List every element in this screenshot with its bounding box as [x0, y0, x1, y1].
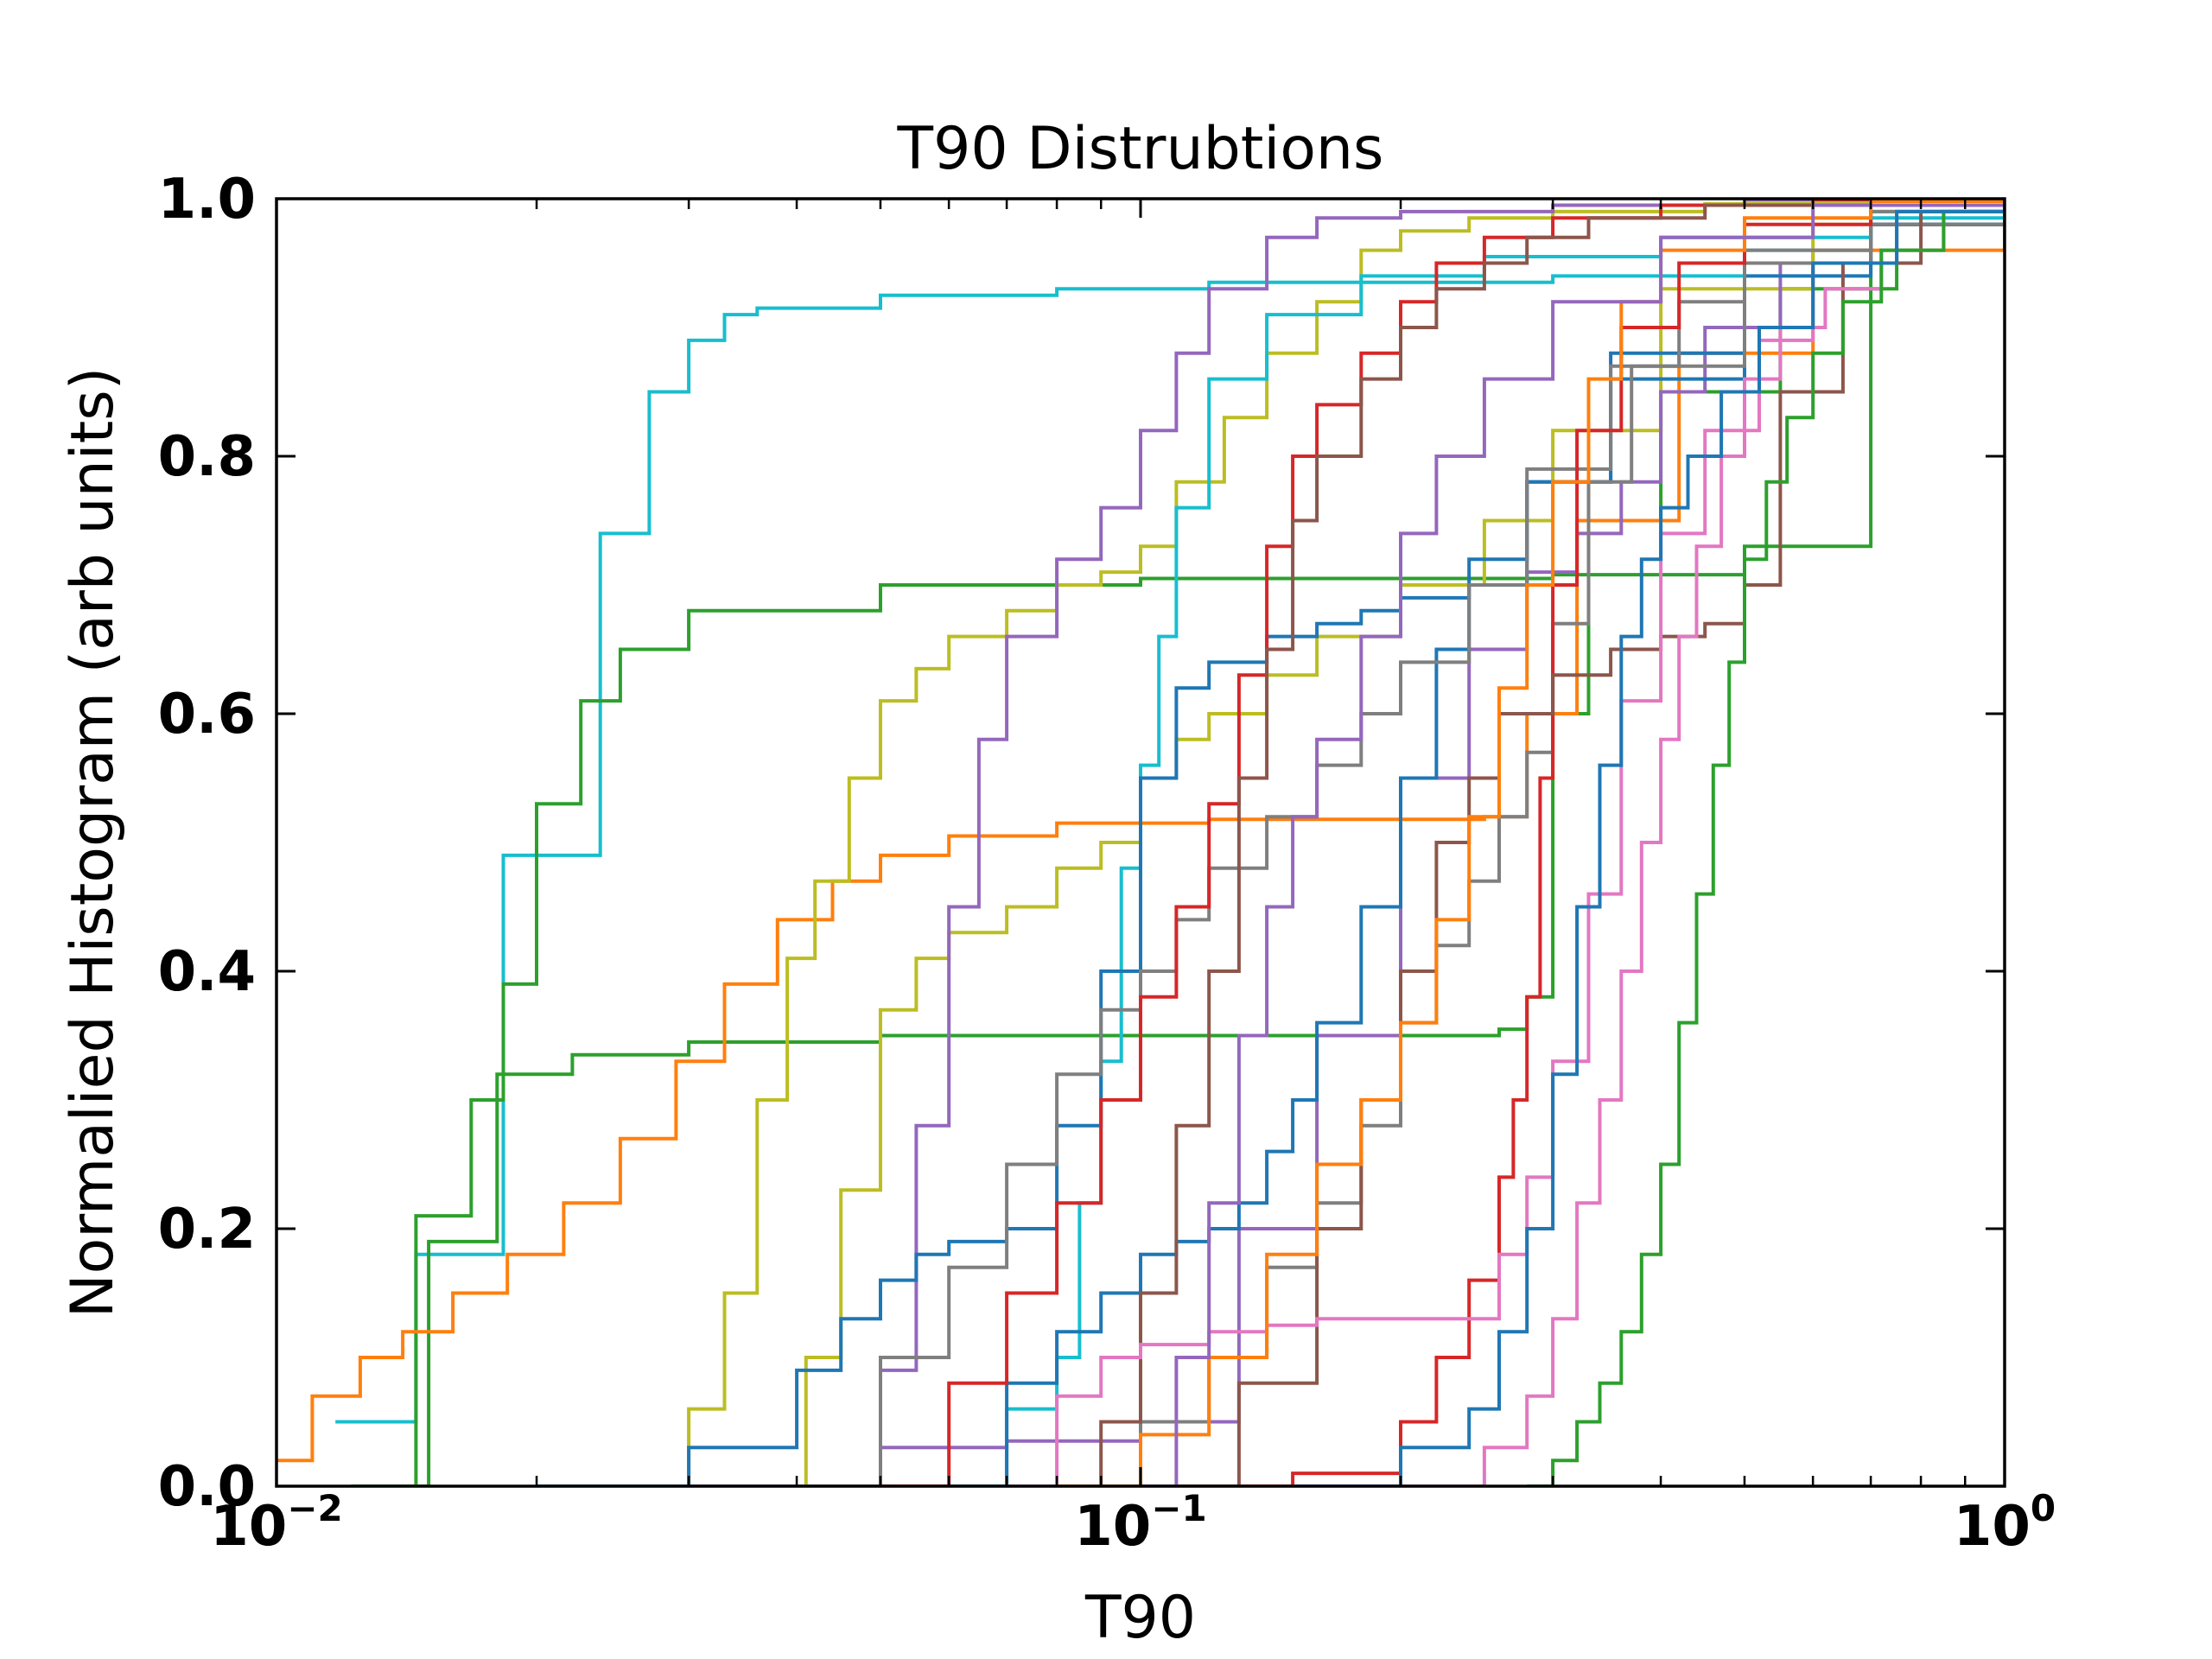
series-line-16 — [1057, 199, 2005, 1486]
series-line-7 — [841, 199, 2005, 1486]
series-line-12 — [797, 199, 2005, 1486]
series-line-20 — [1527, 199, 2005, 1486]
tick-layer: 10−2 10−1 100 0.0 0.2 0.4 0.6 0.8 1.0 — [158, 168, 2056, 1559]
plot-frame — [275, 197, 2006, 1488]
series-line-5 — [663, 199, 2005, 1486]
series-line-23 — [1293, 199, 2005, 1486]
y-tick-label: 0.4 — [158, 940, 256, 1004]
y-tick-label: 0.0 — [158, 1455, 256, 1519]
x-tick-label: 10−2 — [210, 1487, 342, 1559]
series-line-21 — [1057, 199, 2005, 1486]
y-tick-label: 0.8 — [158, 425, 256, 489]
series-line-15 — [1141, 199, 2005, 1486]
x-tick-label: 100 — [1954, 1487, 2056, 1559]
y-axis-label: Normalied Histogram (arb units) — [59, 367, 127, 1319]
y-tick-label: 0.2 — [158, 1198, 256, 1262]
chart-title: T90 Distrubtions — [897, 115, 1384, 183]
x-axis-label: T90 — [1084, 1584, 1196, 1652]
series-line-22 — [1141, 199, 2005, 1486]
series-line-17 — [1141, 199, 2005, 1486]
series-line-19 — [1293, 199, 2005, 1486]
series-line-4 — [276, 199, 2005, 1463]
y-tick-label: 1.0 — [158, 168, 256, 232]
y-tick-label: 0.6 — [158, 683, 256, 747]
x-tick-label: 10−1 — [1074, 1487, 1206, 1559]
series-layer — [276, 199, 2005, 1486]
series-line-2 — [351, 199, 2005, 1486]
